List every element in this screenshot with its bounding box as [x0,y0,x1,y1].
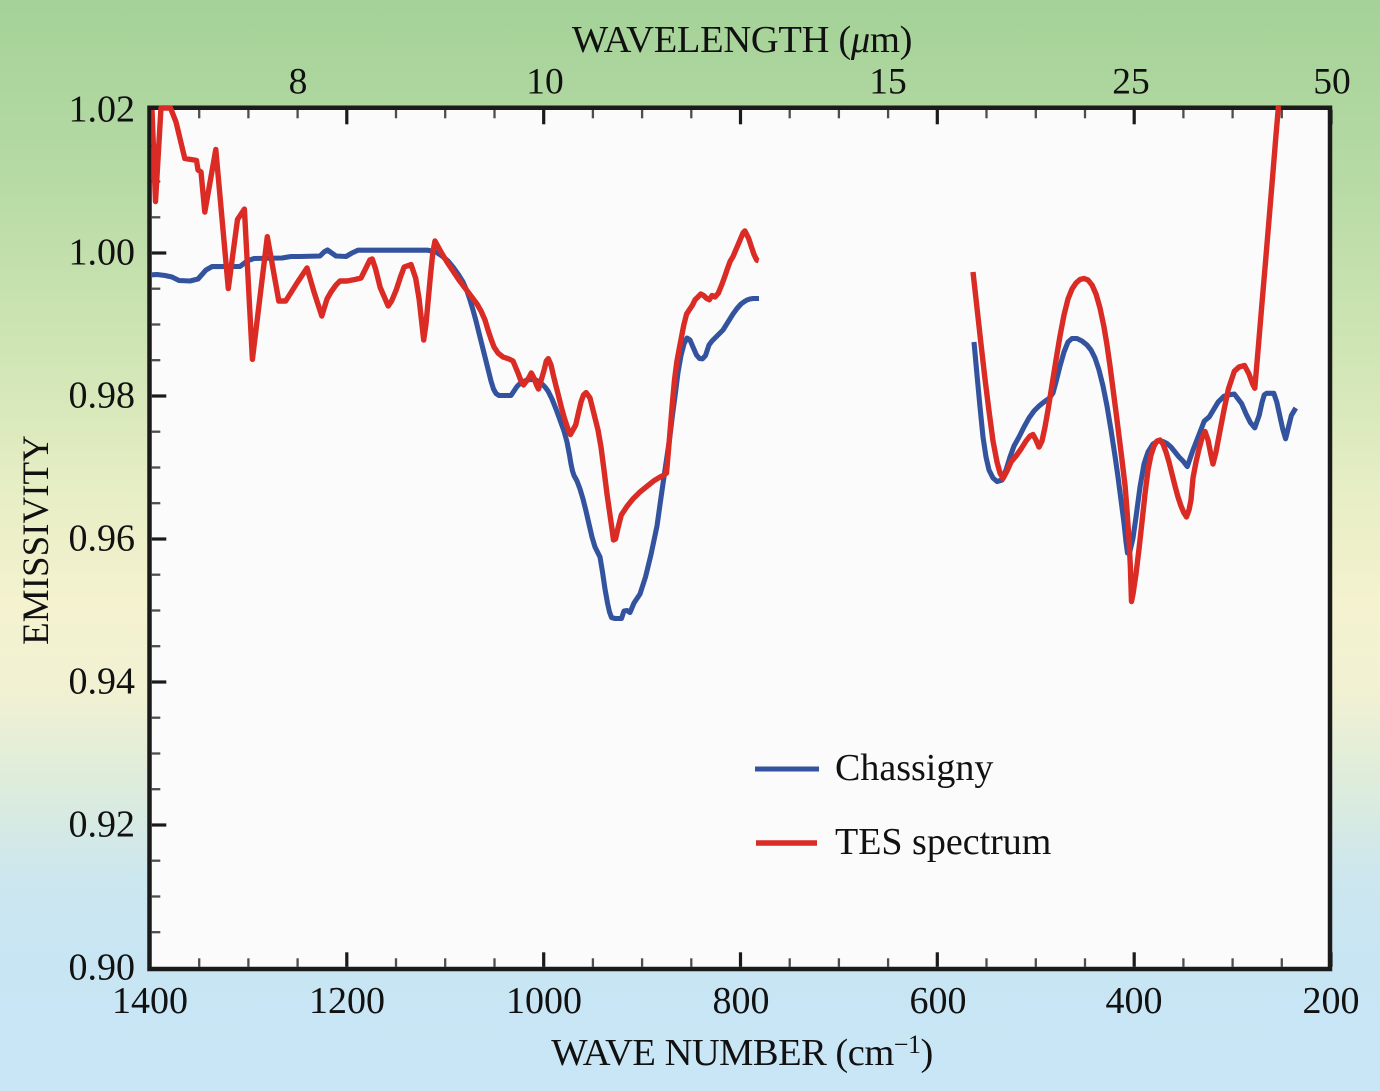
svg-text:WAVELENGTH (μm): WAVELENGTH (μm) [572,19,912,61]
svg-text:0.90: 0.90 [69,947,136,989]
svg-text:1400: 1400 [112,980,188,1022]
svg-text:10: 10 [526,62,564,103]
svg-text:0.96: 0.96 [69,518,136,560]
svg-text:TES spectrum: TES spectrum [835,821,1051,863]
svg-text:0.94: 0.94 [69,661,136,703]
svg-text:0.98: 0.98 [69,375,136,417]
svg-text:8: 8 [289,62,308,103]
svg-text:15: 15 [869,62,907,103]
svg-text:Chassigny: Chassigny [835,747,993,789]
svg-text:600: 600 [910,980,967,1022]
svg-text:1.02: 1.02 [69,89,136,131]
svg-text:25: 25 [1112,62,1150,103]
svg-text:EMISSIVITY: EMISSIVITY [16,435,57,645]
svg-text:50: 50 [1313,62,1351,103]
svg-text:1000: 1000 [506,980,582,1022]
svg-text:0.92: 0.92 [69,804,136,846]
svg-text:800: 800 [713,980,770,1022]
svg-text:1200: 1200 [309,980,385,1022]
svg-text:400: 400 [1106,980,1163,1022]
svg-text:WAVE NUMBER (cm−1): WAVE NUMBER (cm−1) [551,1030,933,1074]
svg-text:1.00: 1.00 [69,232,136,274]
svg-text:200: 200 [1303,980,1360,1022]
